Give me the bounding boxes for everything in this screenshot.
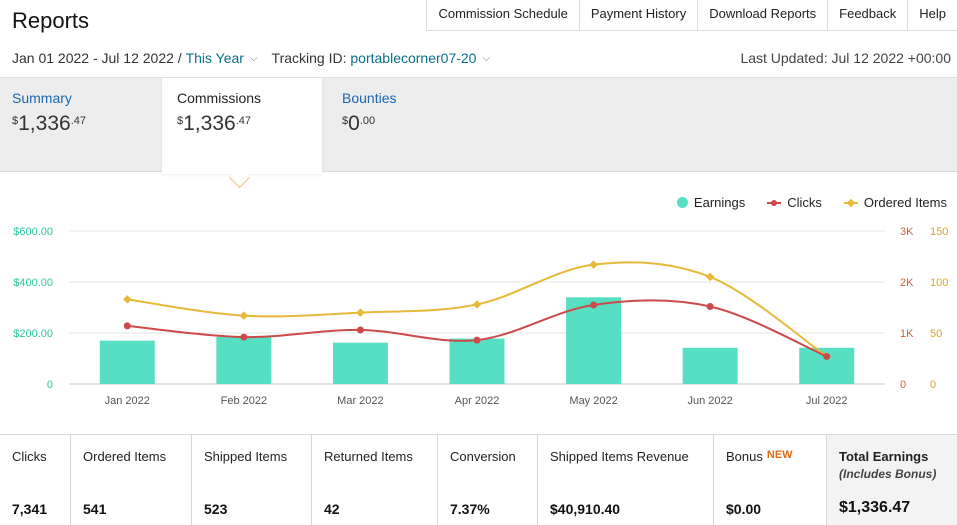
nav-payment-history[interactable]: Payment History: [578, 0, 697, 30]
ordered-items-point: [239, 311, 249, 320]
nav-help[interactable]: Help: [907, 0, 957, 30]
y-tick-label-left: 0: [47, 379, 53, 391]
clicks-line-icon: [767, 199, 782, 206]
tab-summary-label: Summary: [12, 90, 72, 106]
date-range: Jan 01 2022 - Jul 12 2022: [12, 50, 174, 66]
ordered-items-point: [356, 308, 365, 317]
clicks-point: [240, 333, 248, 341]
nav-commission-schedule[interactable]: Commission Schedule: [426, 0, 578, 30]
y-tick-label-items: 150: [930, 226, 948, 238]
stat-returned-items: Returned Items 42: [312, 435, 438, 525]
chart-legend: Earnings Clicks Ordered Items: [655, 195, 947, 210]
tab-commissions[interactable]: Commissions $1,336.47: [162, 78, 322, 174]
stat-conversion: Conversion 7.37%: [438, 435, 538, 525]
y-tick-label-left: $600.00: [13, 226, 53, 238]
y-tick-label-clicks: 0: [900, 379, 906, 391]
earnings-bar: [449, 338, 505, 384]
tab-commissions-label: Commissions: [177, 90, 262, 106]
x-tick-label: Jun 2022: [688, 395, 733, 407]
clicks-point: [123, 322, 131, 330]
period-selector[interactable]: This Year: [185, 50, 244, 66]
ordered-items-line-icon: [843, 201, 858, 204]
stats-bar: Clicks 7,341 Ordered Items 541 Shipped I…: [0, 434, 957, 525]
nav-download-reports[interactable]: Download Reports: [697, 0, 827, 30]
y-tick-label-items: 50: [930, 328, 942, 340]
clicks-point: [356, 326, 364, 334]
earnings-dot-icon: [676, 197, 688, 208]
earnings-bar: [332, 342, 388, 384]
earnings-bar: [216, 336, 272, 384]
tracking-id-label: Tracking ID:: [271, 50, 347, 66]
new-badge: NEW: [766, 449, 793, 461]
summary-tabs: Summary $1,336.47 Commissions $1,336.47 …: [0, 77, 957, 174]
tab-summary-amount: $1,336.47: [12, 112, 86, 135]
nav-feedback[interactable]: Feedback: [827, 0, 907, 30]
filter-bar: Jan 01 2022 - Jul 12 2022 / This Year ⌵ T…: [12, 50, 490, 66]
last-updated: Last Updated: Jul 12 2022 +00:00: [740, 50, 951, 66]
stat-bonus: Bonus NEW $0.00: [714, 435, 827, 525]
y-tick-label-clicks: 2K: [900, 277, 914, 289]
tracking-id-selector[interactable]: portablecorner07-20: [350, 50, 477, 66]
ordered-items-point: [123, 295, 132, 304]
top-nav: Commission Schedule Payment History Down…: [426, 0, 957, 31]
legend-ordered-items[interactable]: Ordered Items: [843, 195, 947, 210]
tab-summary[interactable]: Summary $1,336.47: [0, 78, 160, 171]
x-tick-label: Jul 2022: [806, 395, 848, 407]
tab-bounties[interactable]: Bounties $0.00: [330, 78, 490, 171]
page-title: Reports: [12, 8, 90, 33]
x-tick-label: Mar 2022: [337, 395, 383, 407]
earnings-bar: [566, 297, 622, 384]
y-tick-label-left: $200.00: [13, 328, 53, 340]
x-tick-label: Jan 2022: [105, 395, 150, 407]
x-tick-label: May 2022: [569, 395, 617, 407]
earnings-chart: 0 0 0 $200.00 1K 50 $400.00 2K 100 $600.00 3K 150 Ja…: [13, 226, 948, 407]
tab-commissions-amount: $1,336.47: [177, 112, 251, 135]
y-tick-label-items: 100: [930, 277, 948, 289]
stat-shipped-items: Shipped Items 523: [192, 435, 312, 525]
stat-ordered-items: Ordered Items 541: [71, 435, 192, 525]
earnings-bar: [99, 340, 155, 384]
y-tick-label-left: $400.00: [13, 277, 53, 289]
stat-shipped-revenue: Shipped Items Revenue $40,910.40: [538, 435, 714, 525]
date-separator: /: [177, 50, 182, 66]
tab-bounties-label: Bounties: [342, 90, 397, 106]
stat-clicks: Clicks 7,341: [0, 435, 71, 525]
chevron-down-icon[interactable]: ⌵: [249, 52, 258, 64]
chevron-down-icon[interactable]: ⌵: [482, 52, 491, 64]
y-tick-label-items: 0: [930, 379, 936, 391]
x-tick-label: Apr 2022: [455, 395, 500, 407]
x-tick-label: Feb 2022: [221, 395, 267, 407]
earnings-bar: [682, 347, 738, 384]
ordered-items-point: [589, 260, 598, 269]
y-tick-label-clicks: 1K: [900, 328, 914, 340]
clicks-point: [706, 302, 714, 310]
ordered-items-point: [705, 272, 715, 282]
clicks-point: [823, 352, 831, 360]
clicks-point: [473, 336, 481, 344]
legend-clicks[interactable]: Clicks: [767, 195, 822, 210]
legend-earnings[interactable]: Earnings: [676, 195, 745, 210]
clicks-point: [590, 301, 598, 309]
y-tick-label-clicks: 3K: [900, 226, 914, 238]
ordered-items-point: [472, 300, 482, 309]
stat-total-earnings: Total Earnings (Includes Bonus) $1,336.4…: [827, 435, 957, 525]
tab-bounties-amount: $0.00: [342, 112, 376, 135]
